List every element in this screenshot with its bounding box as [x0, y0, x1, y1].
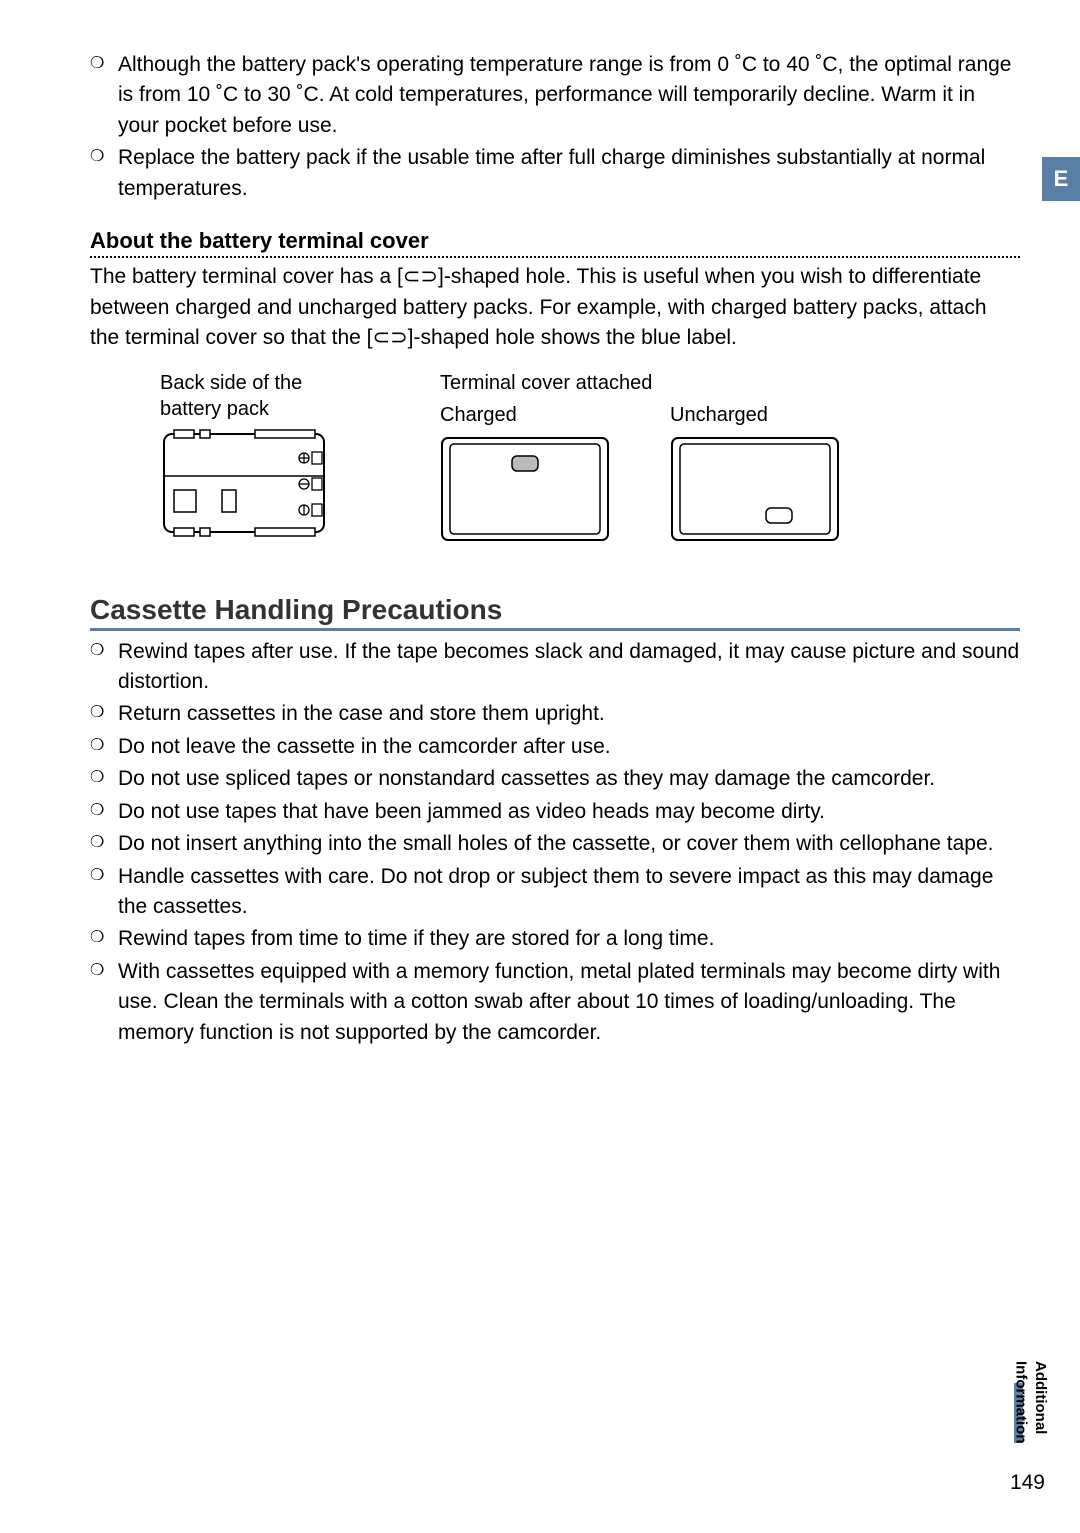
bullet-item: Although the battery pack's operating te… [90, 50, 1020, 141]
page-number: 149 [1010, 1471, 1045, 1495]
diagram-attached-col: Terminal cover attached Charged Uncharge… [440, 370, 840, 544]
charged-diagram [440, 434, 610, 544]
bullet-item: Rewind tapes after use. If the tape beco… [90, 637, 1020, 698]
diagram-charged-col: Charged [440, 402, 610, 544]
bullet-item: Do not leave the cassette in the camcord… [90, 732, 1020, 762]
bullet-item: Do not use spliced tapes or nonstandard … [90, 764, 1020, 794]
tab-label: E [1054, 166, 1069, 192]
bullet-item: Handle cassettes with care. Do not drop … [90, 862, 1020, 923]
bullet-item: Do not insert anything into the small ho… [90, 829, 1020, 859]
bullet-item: Rewind tapes from time to time if they a… [90, 924, 1020, 954]
bullet-item: Do not use tapes that have been jammed a… [90, 797, 1020, 827]
diagram-back-label: Back side of the battery pack [160, 370, 330, 422]
diagram-uncharged-col: Uncharged [670, 402, 840, 544]
diagram-row: Back side of the battery pack [160, 370, 1020, 544]
terminal-cover-body: The battery terminal cover has a [⊂⊃]-sh… [90, 262, 1020, 353]
footer-section-name: Additional Information [1011, 1361, 1050, 1444]
diagram-attached-label: Terminal cover attached [440, 370, 840, 396]
cassette-heading: Cassette Handling Precautions [90, 594, 1020, 631]
diagram-uncharged-label: Uncharged [670, 402, 840, 428]
bullet-item: Replace the battery pack if the usable t… [90, 143, 1020, 204]
bullet-item: With cassettes equipped with a memory fu… [90, 957, 1020, 1048]
top-bullet-list: Although the battery pack's operating te… [90, 50, 1020, 204]
diagram-charged-label: Charged [440, 402, 610, 428]
cassette-bullet-list: Rewind tapes after use. If the tape beco… [90, 637, 1020, 1049]
bullet-item: Return cassettes in the case and store t… [90, 699, 1020, 729]
footer-line1: Additional [1032, 1361, 1049, 1434]
footer-line2: Information [1013, 1361, 1030, 1444]
terminal-cover-heading: About the battery terminal cover [90, 228, 1020, 258]
language-tab: E [1042, 157, 1080, 201]
battery-back-diagram [160, 428, 330, 538]
uncharged-diagram [670, 434, 840, 544]
diagram-back-col: Back side of the battery pack [160, 370, 330, 538]
